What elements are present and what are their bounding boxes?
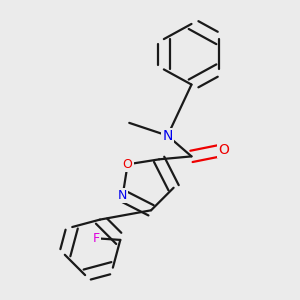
Text: F: F xyxy=(93,232,100,245)
Text: O: O xyxy=(123,158,133,171)
Text: O: O xyxy=(218,143,229,157)
Text: N: N xyxy=(162,129,173,142)
Text: N: N xyxy=(118,189,127,202)
